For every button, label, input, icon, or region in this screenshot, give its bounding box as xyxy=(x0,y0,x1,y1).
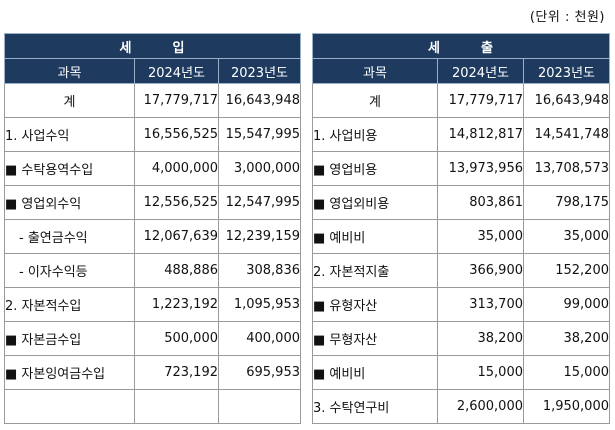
table-row: 3. 수탁연구비 2,600,000 1,950,000 xyxy=(312,389,610,424)
expense-title-right: 출 xyxy=(481,40,494,56)
expense-title-left: 세 xyxy=(428,40,441,56)
value-2024: 488,886 xyxy=(134,253,219,288)
table-row: ■ 예비비 15,000 15,000 xyxy=(312,355,610,390)
value-2023: 15,547,995 xyxy=(218,117,301,152)
income-title-left: 세 xyxy=(119,40,133,56)
value-2023: 152,200 xyxy=(523,253,610,288)
value-2024: 13,973,956 xyxy=(437,151,524,186)
table-row: ■ 유형자산 313,700 99,000 xyxy=(312,287,610,322)
row-label: ■ 무형자산 xyxy=(312,321,438,356)
value-2024: 500,000 xyxy=(134,321,219,356)
value-2023: 16,643,948 xyxy=(523,83,610,118)
value-2023: 16,643,948 xyxy=(218,83,301,118)
value-2023: 308,836 xyxy=(218,253,301,288)
value-2024: 17,779,717 xyxy=(134,83,219,118)
row-label: 1. 사업비용 xyxy=(312,117,438,152)
row-label: ■ 예비비 xyxy=(312,355,438,390)
value-2024: 15,000 xyxy=(437,355,524,390)
value-2023: 14,541,748 xyxy=(523,117,610,152)
income-col-2024: 2024년도 xyxy=(134,58,219,84)
row-label: ■ 예비비 xyxy=(312,219,438,254)
value-2024: 14,812,817 xyxy=(437,117,524,152)
table-row: ■ 영업비용 13,973,956 13,708,573 xyxy=(312,151,610,186)
row-label: 3. 수탁연구비 xyxy=(312,389,438,424)
income-title-right: 입 xyxy=(172,40,186,56)
table-row: ■ 자본금수입 500,000 400,000 xyxy=(4,321,301,356)
value-2024: 313,700 xyxy=(437,287,524,322)
row-label: 2. 자본적지출 xyxy=(312,253,438,288)
unit-note: (단위 : 천원) xyxy=(529,10,605,25)
row-label: ■ 자본금수입 xyxy=(4,321,135,356)
value-2024: 12,556,525 xyxy=(134,185,219,220)
row-label: 계 xyxy=(312,83,438,118)
row-label: ■ 영업외비용 xyxy=(312,185,438,220)
table-row: ■ 자본잉여금수입 723,192 695,953 xyxy=(4,355,301,390)
table-row: ■ 무형자산 38,200 38,200 xyxy=(312,321,610,356)
value-2023: 400,000 xyxy=(218,321,301,356)
row-label: ■ 수탁용역수입 xyxy=(4,151,135,186)
table-row: 2. 자본적수입 1,223,192 1,095,953 xyxy=(4,287,301,322)
row-label: ■ 영업외수익 xyxy=(4,185,135,220)
table-row: - 출연금수익 12,067,639 12,239,159 xyxy=(4,219,301,254)
value-2024 xyxy=(134,389,219,424)
value-2023: 3,000,000 xyxy=(218,151,301,186)
value-2024: 16,556,525 xyxy=(134,117,219,152)
value-2023: 35,000 xyxy=(523,219,610,254)
table-row: 계 17,779,717 16,643,948 xyxy=(4,83,301,118)
row-label: 2. 자본적수입 xyxy=(4,287,135,322)
row-label: ■ 자본잉여금수입 xyxy=(4,355,135,390)
value-2024: 2,600,000 xyxy=(437,389,524,424)
value-2023: 695,953 xyxy=(218,355,301,390)
table-row: 1. 사업비용 14,812,817 14,541,748 xyxy=(312,117,610,152)
value-2023: 99,000 xyxy=(523,287,610,322)
row-label: ■ 유형자산 xyxy=(312,287,438,322)
value-2024: 38,200 xyxy=(437,321,524,356)
expense-header-row: 과목 2024년도 2023년도 xyxy=(312,58,610,84)
value-2023: 12,239,159 xyxy=(218,219,301,254)
table-row: - 이자수익등 488,886 308,836 xyxy=(4,253,301,288)
row-label: ■ 영업비용 xyxy=(312,151,438,186)
row-label xyxy=(4,389,135,424)
value-2023: 15,000 xyxy=(523,355,610,390)
income-col-subject: 과목 xyxy=(4,58,135,84)
row-label: 1. 사업수익 xyxy=(4,117,135,152)
table-row: ■ 영업외비용 803,861 798,175 xyxy=(312,185,610,220)
table-row: 1. 사업수익 16,556,525 15,547,995 xyxy=(4,117,301,152)
value-2024: 4,000,000 xyxy=(134,151,219,186)
value-2023: 1,095,953 xyxy=(218,287,301,322)
value-2023: 798,175 xyxy=(523,185,610,220)
table-row: ■ 영업외수익 12,556,525 12,547,995 xyxy=(4,185,301,220)
row-label: - 출연금수익 xyxy=(4,219,135,254)
value-2023: 38,200 xyxy=(523,321,610,356)
expense-col-2023: 2023년도 xyxy=(523,58,610,84)
value-2023: 13,708,573 xyxy=(523,151,610,186)
row-label: - 이자수익등 xyxy=(4,253,135,288)
table-row: ■ 예비비 35,000 35,000 xyxy=(312,219,610,254)
table-row: 계 17,779,717 16,643,948 xyxy=(312,83,610,118)
value-2024: 723,192 xyxy=(134,355,219,390)
expense-col-subject: 과목 xyxy=(312,58,438,84)
value-2024: 35,000 xyxy=(437,219,524,254)
table-row xyxy=(4,389,301,424)
table-row: 2. 자본적지출 366,900 152,200 xyxy=(312,253,610,288)
value-2024: 366,900 xyxy=(437,253,524,288)
value-2024: 1,223,192 xyxy=(134,287,219,322)
row-label: 계 xyxy=(4,83,135,118)
value-2023 xyxy=(218,389,301,424)
table-row: ■ 수탁용역수입 4,000,000 3,000,000 xyxy=(4,151,301,186)
value-2024: 12,067,639 xyxy=(134,219,219,254)
expense-col-2024: 2024년도 xyxy=(437,58,524,84)
value-2024: 803,861 xyxy=(437,185,524,220)
value-2023: 12,547,995 xyxy=(218,185,301,220)
income-header-row: 과목 2024년도 2023년도 xyxy=(4,58,301,84)
value-2024: 17,779,717 xyxy=(437,83,524,118)
value-2023: 1,950,000 xyxy=(523,389,610,424)
income-col-2023: 2023년도 xyxy=(218,58,301,84)
